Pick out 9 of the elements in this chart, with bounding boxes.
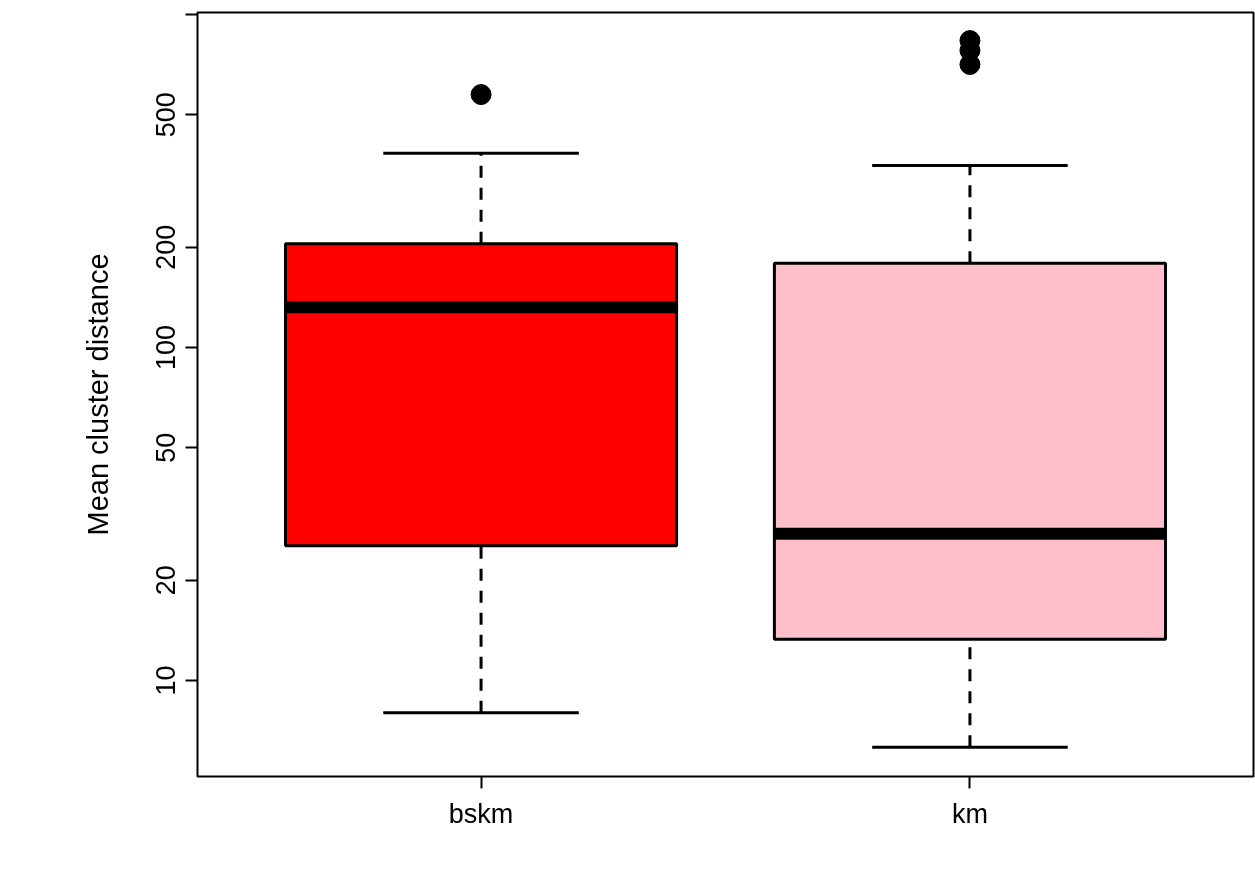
y-tick-label: 100 xyxy=(151,324,182,371)
y-tick-label: 200 xyxy=(151,224,182,270)
y-tick-label: 500 xyxy=(151,92,182,138)
y-tick-label: 10 xyxy=(151,665,182,696)
y-axis-title: Mean cluster distance xyxy=(81,253,114,536)
x-tick-label: km xyxy=(951,798,988,829)
x-tick-label: bskm xyxy=(448,798,514,829)
y-tick-label: 50 xyxy=(151,432,182,463)
y-tick-label: 20 xyxy=(151,565,182,596)
